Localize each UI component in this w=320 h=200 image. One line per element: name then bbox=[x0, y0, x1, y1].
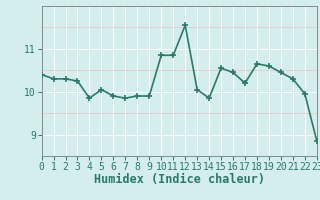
X-axis label: Humidex (Indice chaleur): Humidex (Indice chaleur) bbox=[94, 173, 265, 186]
